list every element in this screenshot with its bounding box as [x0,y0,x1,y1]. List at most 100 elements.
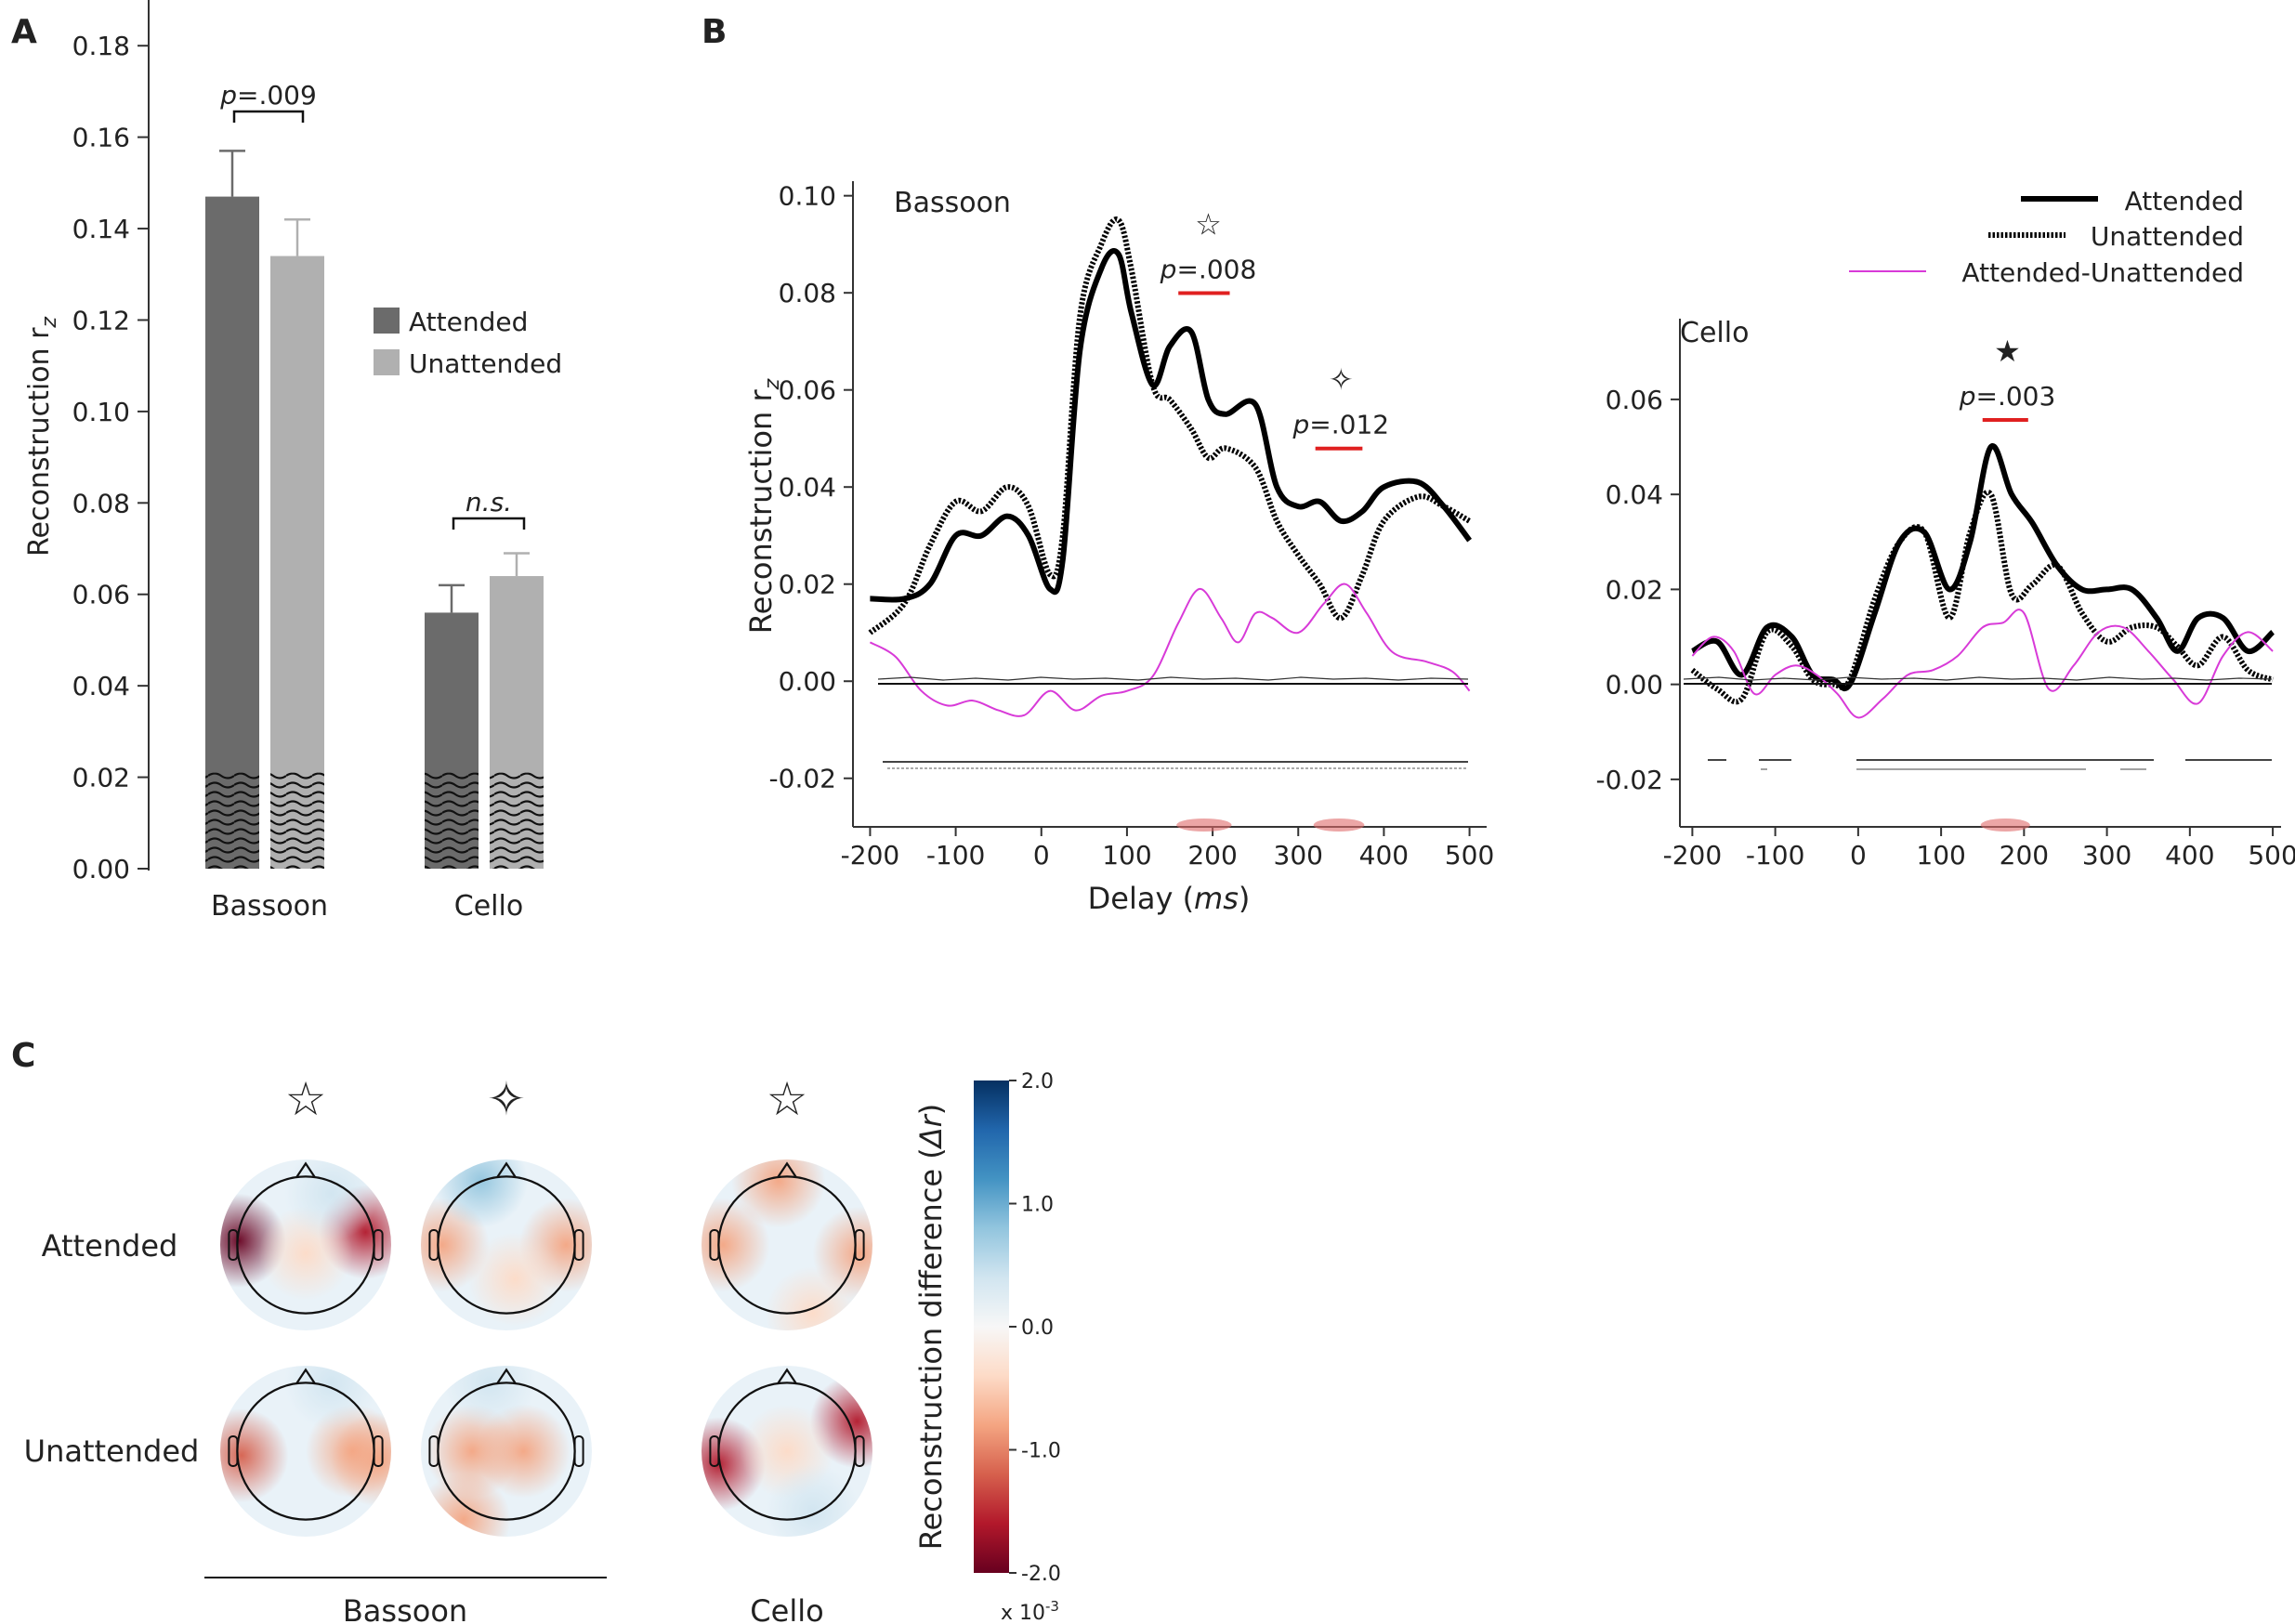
xtick-label: 0 [1850,840,1867,871]
a-ytick-label: 0.06 [72,580,130,610]
topomap-blob [331,1412,391,1507]
ytick-label: 0.06 [1606,385,1663,415]
head-nose [777,1368,797,1385]
xtick-label: -100 [1746,840,1805,871]
a-sig-label-bassoon: p=.009 [219,80,317,111]
topomap-blob [220,1408,289,1503]
xtick-label: -200 [1663,840,1723,871]
ytick-label: 0.06 [779,375,836,406]
head-left-ear [228,1229,239,1261]
head-nose [496,1368,517,1385]
topomap-blob [809,1374,872,1469]
topomap-activity [421,1366,571,1537]
a-category-bassoon: Bassoon [211,890,328,923]
head-left-ear [228,1435,239,1467]
colorbar-tick-label: -1.0 [1021,1440,1061,1463]
xtick-label: 100 [1916,840,1965,871]
c-row-label-attended: Attended [42,1228,178,1264]
a-bar-chance-hatch [205,772,259,869]
a-legend-swatch-unattended [374,349,400,375]
ytick-label: 0.04 [779,472,836,503]
colorbar-gradient [974,1080,1009,1573]
xtick-label: 300 [1274,840,1323,871]
c-column-symbol: ✧ [487,1072,526,1126]
a-ytick-label: 0.04 [72,671,130,701]
colorbar-ticks: 2.0 1.0 0.0 -1.0 -2.0 [1009,1070,1061,1586]
a-legend-swatch-attended [374,308,400,334]
head-left-ear [428,1435,439,1467]
b1-series [868,216,1473,717]
ytick-label: -0.02 [769,764,836,794]
ytick-label: 0.02 [1606,574,1663,605]
topomap-activity [702,1159,872,1330]
sig-marker-symbol: ★ [1994,334,2021,369]
series-line-unattended [868,216,1472,635]
topomap-blob [284,1159,379,1241]
c-column-symbols: ☆ ✧ ☆ [285,1072,808,1126]
a-legend: Attended Unattended [374,307,562,379]
a-ytick-label: 0.00 [72,854,130,884]
head-nose [295,1368,316,1385]
a-sig-cello: n.s. [452,487,526,530]
a-bar-chance-hatch [425,772,479,869]
topomap-attended-2 [702,1159,872,1330]
sig-marker-symbol: ☆ [1195,206,1222,242]
topomap-unattended-0 [220,1366,391,1537]
panel-letter-a: A [11,13,37,51]
xtick-label: -200 [841,840,900,871]
sig-marker-symbol: ✧ [1329,362,1354,398]
a-category-cello: Cello [454,890,523,923]
head-left-ear [428,1229,439,1261]
a-y-axis-label: Reconstruction rz [23,317,61,557]
xtick-label: 500 [1445,840,1494,871]
head-nose [777,1161,797,1179]
head-right-ear [573,1435,584,1467]
topomap-unattended-1 [421,1366,592,1537]
topomap-panel: ☆ ✧ ☆ Attended Unattended Bassoon Cello 2.… [24,1070,1061,1624]
a-ytick-label: 0.14 [72,214,130,244]
c-topomaps [220,1159,872,1537]
topomap-blob [702,1198,770,1292]
sig-p-value: p=.008 [1160,254,1257,284]
head-left-ear [709,1229,720,1261]
topomap-blob [731,1159,826,1228]
topomap-blob [284,1366,379,1431]
xtick-label: 200 [2000,840,2049,871]
series-line-attended-unattended [869,583,1471,717]
xtick-label: 100 [1102,840,1151,871]
c-row-label-unattended: Unattended [24,1434,200,1469]
a-y-ticks: 0.00 0.02 0.04 0.06 0.08 0.10 0.12 0.14 0.16 0.18 [72,31,149,884]
panel-letter-c: C [11,1037,35,1075]
head-right-ear [854,1435,865,1467]
ytick-label: 0.00 [779,666,836,697]
ytick-label: 0.00 [1606,670,1663,701]
head-right-ear [373,1435,384,1467]
c-group-label-bassoon: Bassoon [343,1593,467,1624]
b2-title: Cello [1680,317,1749,349]
a-bar-unattended-bassoon [270,255,324,869]
colorbar-tick-label: 1.0 [1021,1194,1054,1217]
b-legend-label-unattended: Unattended [2091,221,2244,252]
line-chart-cello: -200 -100 0 100 200 300 400 500 -0.02 0.00 0.02 0.0… [1596,317,2295,871]
sig-window-marker [1313,819,1365,832]
topomap-blob [441,1366,537,1431]
b1-chance-noise [877,676,1469,681]
topomap-activity [220,1366,391,1507]
b1-ticks: -200 -100 0 100 200 300 400 500 -0.02 0.00 0.02 0.0… [769,181,1495,871]
a-legend-label-attended: Attended [409,307,528,337]
xtick-label: 200 [1187,840,1237,871]
topomap-attended-1 [421,1159,592,1330]
topomap-blob [766,1266,860,1330]
b-legend: Attended Unattended Attended-Unattended [1849,186,2244,288]
line-chart-bassoon: -200 -100 0 100 200 300 400 500 -0.02 0.00 0.02 0.0… [743,181,1494,916]
xtick-label: 0 [1033,840,1050,871]
head-right-ear [573,1229,584,1261]
b2-sig-bars [1708,759,2272,770]
c-group-label-cello: Cello [750,1593,823,1624]
topomap-blob [766,1463,860,1537]
c-column-symbol: ☆ [285,1072,327,1126]
a-sig-bracket-cello [452,517,526,530]
sig-p-value: p=.012 [1292,410,1390,440]
b2-series [1690,443,2275,719]
